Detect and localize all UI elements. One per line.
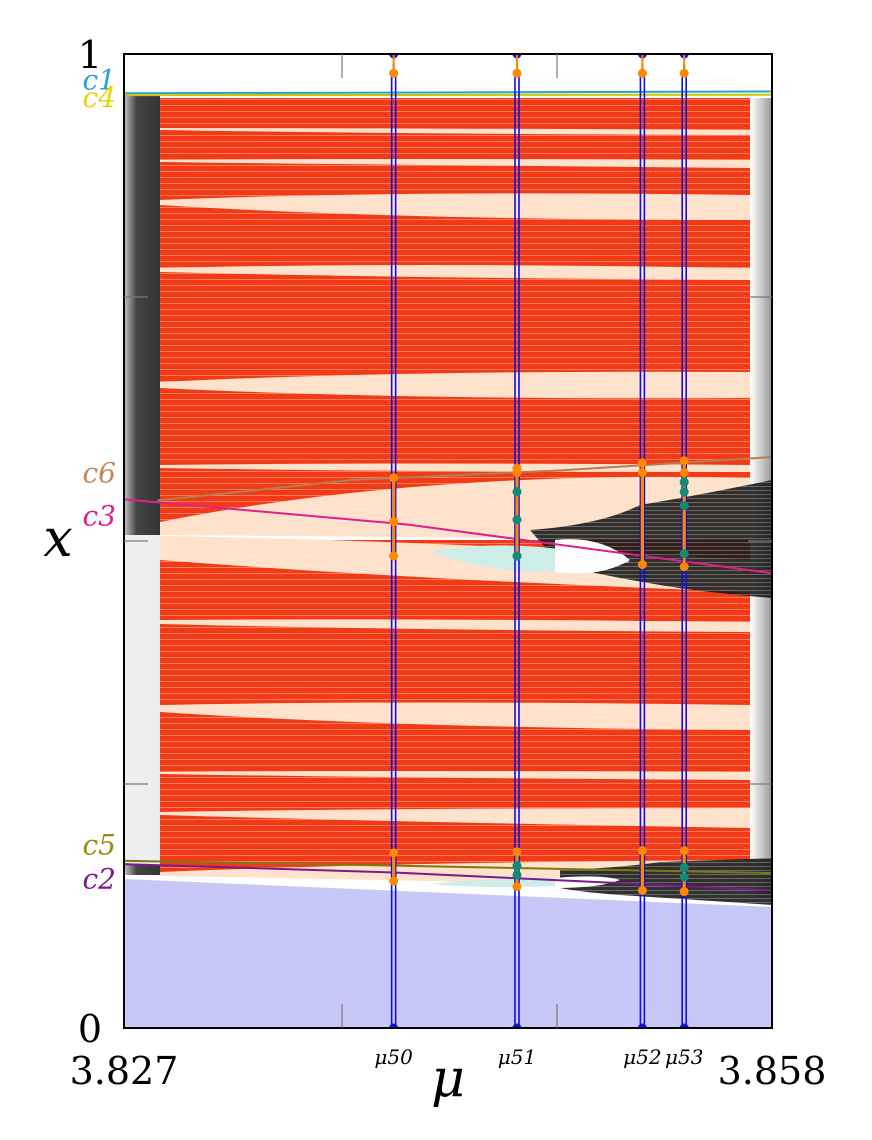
orange-point [389,517,399,527]
teal-point [512,515,522,525]
white-window-upper [555,539,630,574]
teal-point [512,487,522,497]
orange-point [389,848,399,858]
orange-point [389,551,399,561]
orange-point [512,847,522,857]
orange-point [637,885,647,895]
periodic-windows [160,128,750,888]
teal-point [512,870,522,880]
orange-point [637,458,647,468]
orange-point [512,468,522,478]
mu-bottom-point [637,1023,647,1028]
curve-label-c5: c5 [83,828,117,861]
orange-point [389,473,399,483]
orange-point [679,562,689,572]
teal-point [679,549,689,559]
teal-point [512,551,522,561]
curve-c3 [124,498,772,575]
orange-point [389,68,399,78]
teal-point [679,872,689,882]
orange-point [637,68,647,78]
orange-point [679,468,689,478]
curve-c1 [124,90,772,95]
y-tick-top: 1 [78,33,102,77]
curve-label-c3: c3 [83,499,117,532]
mu-bottom-point [679,1023,689,1028]
mu-bottom-point [512,1023,522,1028]
top-gap [124,54,772,96]
y-tick-bottom: 0 [78,1007,102,1051]
orange-point [637,560,647,570]
mu-bottom-point [389,1023,399,1028]
mu-label-2: μ52 [623,1045,661,1069]
orange-point [389,876,399,886]
curve-label-c2: c2 [83,862,117,895]
mu-label-1: μ51 [498,1045,536,1069]
orange-point [512,68,522,78]
teal-point [679,477,689,487]
x-tick-left: 3.827 [70,1049,179,1093]
orange-point [679,68,689,78]
x-tick-right: 3.858 [718,1049,827,1093]
mu-label-3: μ53 [665,1045,703,1069]
axis-ticks [124,54,772,1028]
orange-point [512,882,522,892]
teal-point [679,501,689,511]
curve-c6 [157,456,772,502]
curve-label-c1: c1 [83,64,117,97]
left-transition-gap [124,535,160,865]
red-band-upper [160,98,750,528]
teal-point [679,487,689,497]
curve-label-c4: c4 [83,81,117,114]
y-axis-title: x [43,509,72,569]
teal-point [512,861,522,871]
teal-point [679,862,689,872]
mu-label-0: μ50 [374,1045,413,1069]
orange-point [637,846,647,856]
curve-label-c6: c6 [83,457,117,490]
lower-band [124,879,772,1028]
orange-point [637,468,647,478]
orange-point [679,846,689,856]
orange-point [679,887,689,897]
orange-point [679,456,689,466]
x-axis-title: μ [431,1049,465,1109]
